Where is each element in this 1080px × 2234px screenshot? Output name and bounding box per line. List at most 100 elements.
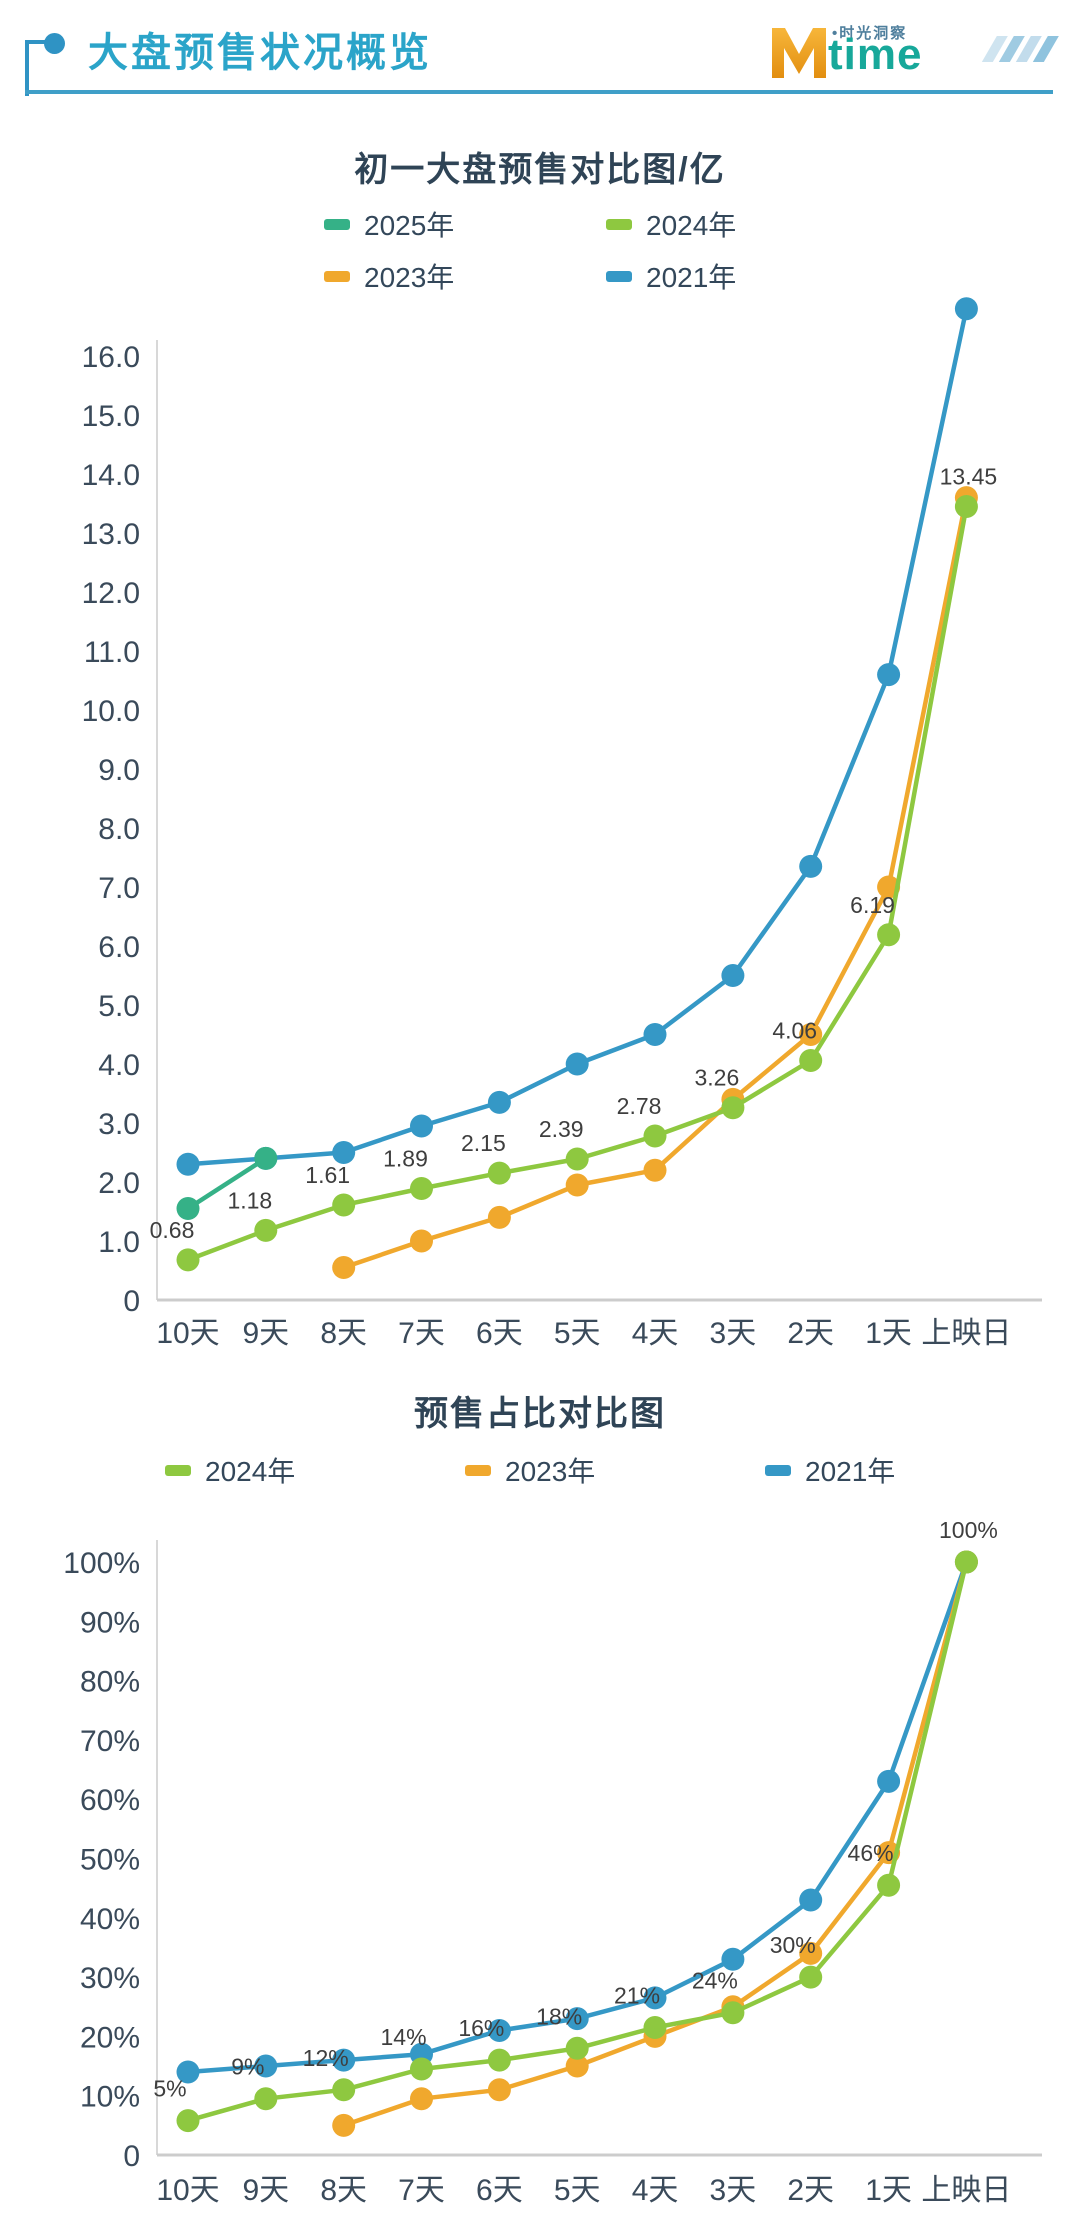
svg-text:3.0: 3.0 (98, 1108, 140, 1141)
svg-text:16.0: 16.0 (82, 341, 140, 374)
svg-text:14%: 14% (380, 2024, 426, 2050)
legend-swatch-icon (324, 270, 350, 282)
svg-text:15.0: 15.0 (82, 400, 140, 433)
svg-text:14.0: 14.0 (82, 459, 140, 492)
svg-text:1.61: 1.61 (305, 1162, 350, 1188)
chart2-legend: 2024年 2023年 2021年 (0, 1450, 1080, 1490)
svg-text:100%: 100% (939, 1517, 998, 1543)
svg-text:9天: 9天 (242, 1317, 289, 1350)
svg-text:8天: 8天 (320, 1317, 367, 1350)
svg-text:12%: 12% (303, 2045, 349, 2071)
svg-text:2.78: 2.78 (617, 1093, 662, 1119)
svg-text:24%: 24% (692, 1968, 738, 1994)
svg-text:10.0: 10.0 (82, 695, 140, 728)
svg-text:1.0: 1.0 (98, 1226, 140, 1259)
svg-text:2.15: 2.15 (461, 1130, 506, 1156)
svg-text:2.39: 2.39 (539, 1116, 584, 1142)
svg-text:4.0: 4.0 (98, 1049, 140, 1082)
mtime-tagline: •时光洞察 (832, 25, 908, 42)
decorative-slashes-icon (981, 36, 1059, 62)
legend-label: 2021年 (805, 1456, 896, 1487)
legend-item-2025年: 2025年 (324, 204, 474, 244)
svg-text:8天: 8天 (320, 2174, 367, 2207)
page-title: 大盘预售状况概览 (88, 31, 432, 75)
legend-label: 2025年 (364, 210, 455, 241)
svg-text:4天: 4天 (632, 2174, 679, 2207)
svg-text:9%: 9% (231, 2054, 264, 2080)
svg-text:90%: 90% (80, 1606, 140, 1639)
svg-text:40%: 40% (80, 1903, 140, 1936)
series-2025年 (176, 1146, 278, 1220)
svg-text:11.0: 11.0 (84, 636, 140, 669)
svg-text:13.45: 13.45 (940, 463, 998, 489)
svg-text:7.0: 7.0 (98, 872, 140, 905)
svg-text:12.0: 12.0 (82, 577, 140, 610)
svg-text:5.0: 5.0 (98, 990, 140, 1023)
legend-swatch-icon (606, 218, 632, 230)
x-axis-category-labels: 10天 9天 8天 7天 6天 5天 4天 3天 2天 1天 上映日 (156, 2174, 1011, 2207)
svg-text:46%: 46% (848, 1840, 894, 1866)
svg-text:2.0: 2.0 (98, 1167, 140, 1200)
svg-text:0: 0 (123, 1285, 140, 1318)
svg-text:6.0: 6.0 (98, 931, 140, 964)
svg-text:6天: 6天 (476, 1317, 523, 1350)
header-bullet-dot (44, 33, 65, 54)
svg-text:0: 0 (123, 2140, 140, 2173)
svg-text:7天: 7天 (398, 2174, 445, 2207)
legend-item-2023年: 2023年 (324, 256, 474, 296)
series-2023年 (332, 486, 978, 1279)
svg-text:1.18: 1.18 (227, 1187, 272, 1213)
svg-text:0.68: 0.68 (150, 1217, 195, 1243)
svg-text:1.89: 1.89 (383, 1145, 428, 1171)
legend-label: 2023年 (505, 1456, 596, 1487)
svg-text:1天: 1天 (865, 1317, 912, 1350)
svg-text:9天: 9天 (242, 2174, 289, 2207)
legend-label: 2023年 (364, 262, 455, 293)
svg-text:2天: 2天 (787, 2174, 834, 2207)
svg-text:50%: 50% (80, 1844, 140, 1877)
svg-text:9.0: 9.0 (98, 754, 140, 787)
mtime-logo: •时光洞察 time (772, 18, 972, 86)
svg-text:5天: 5天 (554, 2174, 601, 2207)
legend-swatch-icon (606, 270, 632, 282)
svg-text:上映日: 上映日 (921, 1317, 1011, 1350)
y-axis-tick-labels: 0 10% 20% 30% 40% 50% 60% 70% 80% 90% 100% (63, 1547, 140, 2173)
svg-text:13.0: 13.0 (82, 518, 140, 551)
svg-text:4.06: 4.06 (772, 1017, 817, 1043)
svg-text:16%: 16% (458, 2015, 504, 2041)
legend-swatch-icon (765, 1464, 791, 1476)
axes (156, 340, 1042, 1302)
legend-item-2024年: 2024年 (606, 204, 756, 244)
chart1-legend: 2025年 2024年 2023年 2021年 (0, 204, 1080, 296)
svg-text:80%: 80% (80, 1666, 140, 1699)
legend-swatch-icon (324, 218, 350, 230)
axes (156, 1540, 1042, 2157)
svg-text:7天: 7天 (398, 1317, 445, 1350)
value-labels-2024年: 0.68 1.18 1.61 1.89 2.15 2.39 2.78 3.26 4.06 6.19… (150, 463, 998, 1242)
chart1-title: 初一大盘预售对比图/亿 (354, 151, 726, 189)
svg-text:60%: 60% (80, 1784, 140, 1817)
svg-text:2天: 2天 (787, 1317, 834, 1350)
legend-label: 2024年 (205, 1456, 296, 1487)
svg-text:100%: 100% (63, 1547, 140, 1580)
series-2021年 (176, 297, 978, 1176)
svg-text:21%: 21% (614, 1983, 660, 2009)
mtime-m-icon (772, 28, 826, 78)
svg-text:20%: 20% (80, 2021, 140, 2054)
legend-label: 2021年 (646, 262, 737, 293)
svg-text:10%: 10% (80, 2081, 140, 2114)
legend-label: 2024年 (646, 210, 737, 241)
svg-text:70%: 70% (80, 1725, 140, 1758)
mtime-wordmark: time (828, 30, 923, 79)
legend-item-2023年: 2023年 (465, 1450, 615, 1490)
svg-text:6.19: 6.19 (850, 892, 895, 918)
chart1-presale-line-chart: 0 1.0 2.0 3.0 4.0 5.0 6.0 7.0 8.0 9.0 10.0 11.0 12.0… (82, 297, 1042, 1350)
svg-text:上映日: 上映日 (921, 2174, 1011, 2207)
x-axis-category-labels: 10天 9天 8天 7天 6天 5天 4天 3天 2天 1天 上映日 (156, 1317, 1011, 1350)
chart2-title: 预售占比对比图 (414, 1395, 666, 1433)
legend-swatch-icon (465, 1464, 491, 1476)
legend-swatch-icon (165, 1464, 191, 1476)
svg-text:5%: 5% (153, 2076, 186, 2102)
svg-text:10天: 10天 (156, 2174, 219, 2207)
